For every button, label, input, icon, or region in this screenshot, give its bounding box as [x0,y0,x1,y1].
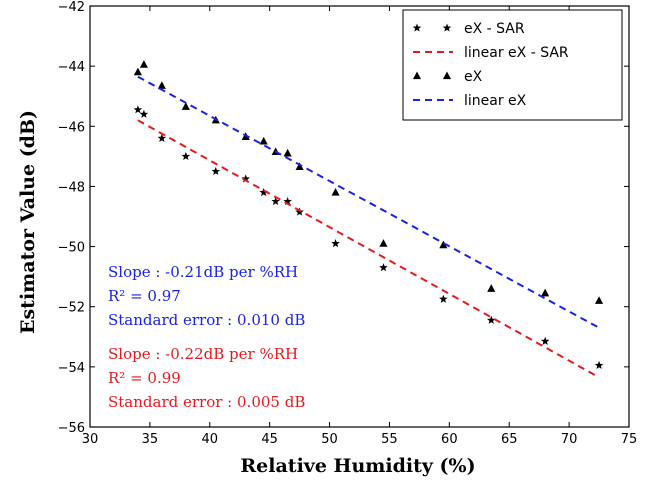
x-tick-label: 50 [321,432,338,447]
fit-line [137,119,600,379]
x-tick-label: 35 [142,432,159,447]
legend-item: eX - SAR [412,21,525,37]
data-point [271,196,280,206]
data-point [259,136,268,145]
data-point [133,67,142,76]
annotation-line: R² = 0.97 [108,287,181,305]
data-point [295,162,304,171]
annotation-line: Slope : -0.22dB per %RH [108,345,298,363]
x-tick-label: 70 [561,432,578,447]
data-point [283,148,292,157]
x-tick-label: 40 [202,432,219,447]
data-point [486,315,496,324]
series-layer [133,60,604,379]
data-point [594,360,604,369]
axis-ticks: 30 35 40 45 50 55 60 65 70 75 −42 −44 −46 −48 −50 −52 −5… [58,0,638,447]
data-point [331,187,340,196]
x-tick-label: 75 [621,432,638,447]
legend-label: linear eX - SAR [464,45,569,61]
legend-item: linear eX - SAR [413,45,569,61]
x-tick-label: 65 [501,432,518,447]
y-tick-label: −52 [58,301,85,316]
annotations: Slope : -0.21dB per %RH R² = 0.97 Standard… [108,263,305,411]
series-1 [137,119,600,379]
fit-line [137,75,600,329]
data-point [439,294,448,303]
legend-label: eX - SAR [464,21,525,37]
data-point [133,105,143,114]
data-point [540,336,550,345]
data-point [283,196,292,206]
y-tick-label: −48 [58,180,85,195]
data-point [541,288,550,297]
y-tick-label: −56 [58,421,85,436]
legend-label: eX [464,69,483,85]
annotation-0: Slope : -0.21dB per %RH R² = 0.97 Standard… [108,263,305,329]
data-point [181,102,190,110]
legend: eX - SAR linear eX - SAR eX linear eX [402,9,623,121]
y-tick-label: −46 [58,120,85,135]
data-point [439,240,448,249]
data-point [379,263,388,272]
legend-marker [442,23,452,32]
legend-marker [442,71,452,80]
annotation-line: R² = 0.99 [108,369,181,387]
data-point [595,296,604,304]
data-point [181,151,191,160]
x-tick-label: 60 [441,432,458,447]
data-point [259,187,268,197]
legend-label: linear eX [464,93,527,109]
y-tick-label: −54 [58,361,85,376]
legend-item: linear eX [413,93,527,109]
x-tick-label: 45 [261,432,278,447]
x-tick-label: 55 [381,432,398,447]
data-point [157,133,167,142]
data-point [379,239,388,247]
y-tick-label: −44 [58,60,85,75]
legend-box [402,9,623,121]
data-point [241,174,250,183]
y-tick-label: −42 [58,0,85,15]
y-axis-title: Estimator Value (dB) [17,110,39,334]
data-point [139,60,148,68]
data-point [139,109,149,118]
legend-marker [412,23,422,32]
y-tick-label: −50 [58,241,85,256]
series-0 [133,105,604,369]
data-point [157,81,166,89]
annotation-1: Slope : -0.22dB per %RH R² = 0.99 Standard… [108,345,305,411]
x-axis-title: Relative Humidity (%) [240,455,475,477]
data-point [487,284,496,292]
annotation-line: Standard error : 0.005 dB [108,393,305,411]
annotation-line: Slope : -0.21dB per %RH [108,263,298,281]
legend-marker [412,71,422,80]
series-3 [137,75,600,329]
x-tick-label: 30 [82,432,99,447]
legend-item: eX [412,69,483,85]
data-point [331,239,340,248]
data-point [211,166,221,176]
annotation-line: Standard error : 0.010 dB [108,311,305,329]
